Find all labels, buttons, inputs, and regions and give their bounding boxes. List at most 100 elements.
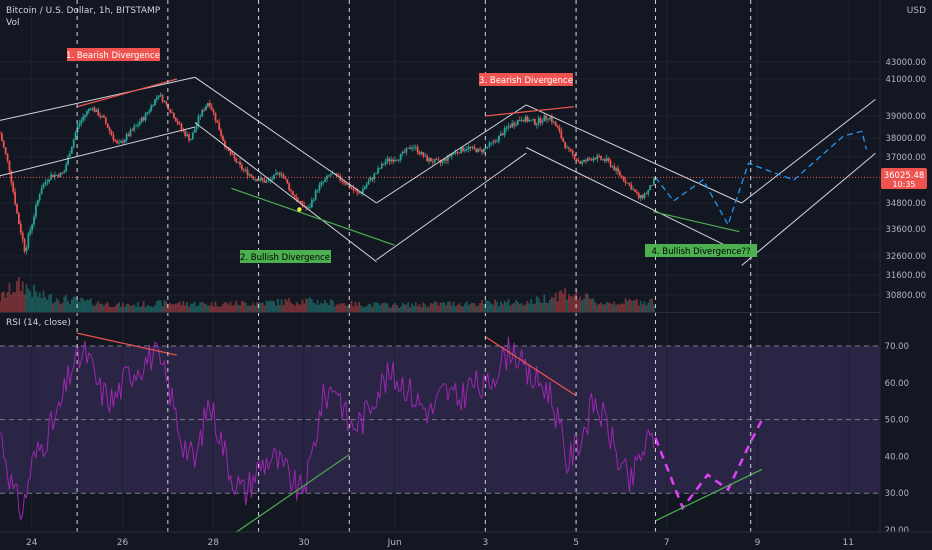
volume-bar — [316, 299, 319, 312]
volume-bar — [620, 303, 623, 312]
volume-bar — [560, 290, 563, 312]
annotation-2[interactable]: 2. Bullish Divergence — [240, 250, 331, 263]
candle-body — [600, 156, 602, 160]
price-trend-line-3[interactable] — [231, 187, 395, 246]
volume-bar — [18, 277, 20, 312]
volume-bar — [259, 302, 262, 312]
candle-body — [433, 159, 436, 163]
candle-body — [91, 107, 94, 109]
rsi-line — [0, 336, 655, 522]
volume-bar — [320, 302, 323, 312]
candle-body — [316, 190, 319, 192]
volume-bar — [70, 299, 73, 312]
rsi-projection-path[interactable] — [654, 419, 764, 511]
candle-body — [89, 108, 92, 110]
candle-body — [526, 116, 529, 122]
candle-body — [163, 101, 166, 103]
rsi-trend-line-4[interactable] — [655, 468, 763, 522]
price-channel-1[interactable] — [0, 76, 196, 177]
price-trend-line-2[interactable] — [485, 106, 574, 117]
volume-bar — [605, 302, 608, 312]
volume-bar — [171, 304, 173, 312]
volume-bar — [205, 304, 207, 312]
volume-bar — [123, 307, 126, 312]
candle-body — [515, 124, 517, 126]
candle-body — [388, 158, 391, 162]
price-trend-line-4[interactable] — [653, 211, 740, 233]
volume-bar — [456, 305, 459, 312]
candle-body — [522, 120, 525, 122]
volume-bar — [639, 301, 642, 312]
rsi-pane[interactable] — [0, 313, 880, 537]
candle-body — [203, 109, 206, 111]
candle-body — [343, 181, 345, 184]
volume-bar — [241, 301, 243, 312]
volume-bar — [490, 303, 493, 312]
candle-body — [518, 120, 521, 121]
candle-body — [622, 176, 625, 181]
candle-body — [244, 169, 247, 171]
price-channel-4[interactable] — [525, 104, 742, 254]
candle-body — [346, 184, 349, 186]
time-axis[interactable]: 24 26 28 30 Jun 3 5 7 9 11 — [0, 531, 932, 550]
candle-body — [138, 122, 141, 125]
price-channel-2[interactable] — [194, 76, 377, 263]
rsi-trend-line-2[interactable] — [485, 336, 577, 397]
price-projection-path[interactable] — [654, 130, 868, 227]
price-trend-line-1[interactable] — [76, 78, 178, 108]
volume-bar — [653, 304, 655, 312]
candle-body — [320, 182, 323, 185]
volume-bar — [651, 298, 653, 312]
candle-body — [492, 141, 495, 143]
price-axis[interactable]: 43000.00 41000.00 39000.00 38000.00 37000.00… — [879, 0, 932, 550]
volume-bar — [586, 294, 589, 312]
price-channel-3[interactable] — [376, 104, 527, 261]
rsi-trend-line-3[interactable] — [231, 454, 350, 537]
candle-body — [263, 179, 266, 183]
price-channel-5[interactable] — [741, 98, 876, 266]
volume-bar — [244, 302, 247, 312]
volume-bar — [125, 303, 128, 312]
volume-bar — [106, 302, 109, 312]
volume-bar — [426, 306, 429, 312]
candle-body — [146, 112, 149, 114]
candle-body — [233, 154, 236, 159]
candle-body — [318, 184, 321, 191]
volume-bar — [52, 303, 54, 312]
rsi-trend-line-1[interactable] — [76, 332, 178, 356]
time-tick-label: Jun — [387, 538, 402, 548]
volume-bar — [435, 301, 438, 312]
volume-bar — [479, 302, 481, 312]
candle-body — [214, 112, 217, 121]
candle-body — [23, 239, 26, 252]
candle-body — [579, 161, 582, 164]
annotation-3[interactable]: 3. Bearish Divergence — [479, 73, 573, 86]
volume-bar — [473, 303, 476, 312]
price-pane[interactable] — [0, 0, 880, 312]
candle-body — [524, 116, 527, 122]
volume-bar — [645, 305, 648, 312]
candle-body — [309, 207, 311, 208]
candle-body — [61, 172, 64, 174]
candle-body — [189, 139, 192, 141]
volume-bar — [108, 306, 111, 312]
volume-bar — [212, 306, 215, 312]
volume-bar — [189, 303, 192, 312]
candle-body — [152, 105, 154, 107]
annotation-4[interactable]: 4. Bullish Divergence?? — [645, 244, 757, 257]
volume-bar — [99, 303, 102, 312]
volume-bar — [307, 299, 309, 312]
candle-body — [326, 175, 328, 180]
candle-body — [16, 204, 18, 214]
volume-bar — [533, 303, 536, 312]
candle-body — [69, 153, 71, 157]
candle-body — [116, 140, 119, 144]
candle-body — [242, 169, 245, 171]
candle-body — [322, 181, 325, 183]
volume-bar — [392, 304, 395, 312]
annotation-1[interactable]: 1. Bearish Divergence — [66, 48, 160, 61]
volume-bar — [33, 284, 35, 312]
candle-body — [72, 139, 75, 148]
volume-bar — [535, 296, 538, 312]
candle-body — [218, 122, 221, 131]
